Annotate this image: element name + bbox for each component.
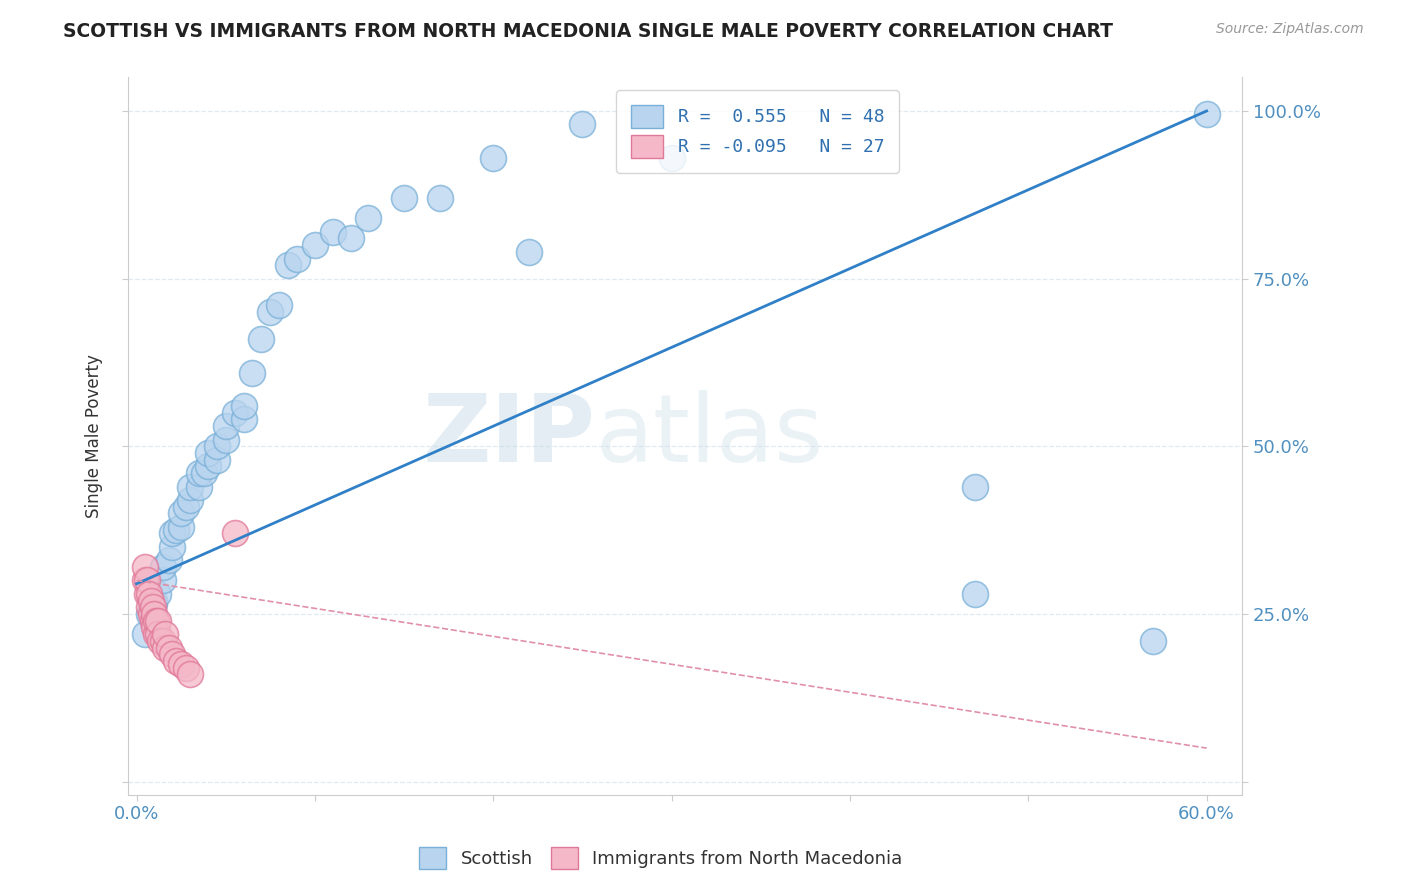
Point (165, 523, 187, 537)
Point (232, 399, 254, 413)
Point (205, 439, 228, 453)
Point (224, 406, 246, 420)
Point (517, 244, 540, 259)
Point (1195, 107, 1218, 121)
Point (136, 587, 159, 601)
Point (160, 647, 183, 661)
Point (963, 479, 986, 493)
Point (176, 660, 198, 674)
Point (143, 597, 166, 611)
Point (193, 466, 215, 480)
Point (143, 593, 166, 607)
Point (152, 574, 174, 588)
Point (170, 520, 193, 534)
Point (136, 574, 159, 588)
Point (482, 151, 505, 165)
Point (153, 627, 176, 641)
Point (661, 151, 683, 165)
Point (134, 627, 156, 641)
Point (179, 479, 201, 493)
Point (187, 479, 209, 493)
Point (179, 492, 201, 507)
Point (429, 191, 451, 205)
Point (160, 526, 183, 541)
Point (149, 633, 172, 648)
Point (197, 459, 219, 474)
Point (179, 667, 201, 681)
Point (170, 657, 193, 672)
Point (339, 231, 361, 245)
Point (134, 574, 156, 588)
Point (153, 640, 176, 655)
Point (134, 560, 156, 574)
Point (269, 298, 291, 312)
Point (277, 258, 299, 272)
Point (571, 117, 593, 131)
Point (143, 607, 166, 621)
Point (145, 614, 167, 628)
Point (215, 419, 238, 434)
Point (259, 305, 281, 319)
Point (176, 500, 198, 514)
Point (146, 627, 169, 641)
Point (145, 627, 167, 641)
Point (242, 366, 264, 380)
Point (170, 507, 193, 521)
Point (157, 640, 180, 655)
Point (187, 466, 209, 480)
Point (250, 332, 273, 346)
Point (138, 600, 160, 615)
Point (963, 587, 986, 601)
Legend: Scottish, Immigrants from North Macedonia: Scottish, Immigrants from North Macedoni… (411, 838, 911, 879)
Text: ZIP: ZIP (423, 391, 596, 483)
Point (139, 607, 162, 621)
Point (392, 191, 415, 205)
Point (138, 607, 160, 621)
Y-axis label: Single Male Poverty: Single Male Poverty (86, 354, 103, 518)
Point (285, 252, 308, 266)
Point (152, 560, 174, 574)
Point (322, 225, 344, 239)
Text: atlas: atlas (596, 391, 824, 483)
Point (165, 654, 187, 668)
Point (143, 620, 166, 634)
Point (1142, 633, 1164, 648)
Point (197, 446, 219, 460)
Point (232, 412, 254, 426)
Point (205, 452, 228, 467)
Point (139, 593, 162, 607)
Point (142, 614, 165, 628)
Point (304, 238, 326, 252)
Point (146, 614, 169, 628)
Text: Source: ZipAtlas.com: Source: ZipAtlas.com (1216, 22, 1364, 37)
Legend: R =  0.555   N = 48, R = -0.095   N = 27: R = 0.555 N = 48, R = -0.095 N = 27 (616, 90, 898, 172)
Point (215, 433, 238, 447)
Point (146, 587, 169, 601)
Point (138, 587, 160, 601)
Point (152, 633, 174, 648)
Point (224, 526, 246, 541)
Point (357, 211, 380, 226)
Point (142, 600, 165, 615)
Point (157, 553, 180, 567)
Point (160, 540, 183, 554)
Text: SCOTTISH VS IMMIGRANTS FROM NORTH MACEDONIA SINGLE MALE POVERTY CORRELATION CHAR: SCOTTISH VS IMMIGRANTS FROM NORTH MACEDO… (63, 22, 1114, 41)
